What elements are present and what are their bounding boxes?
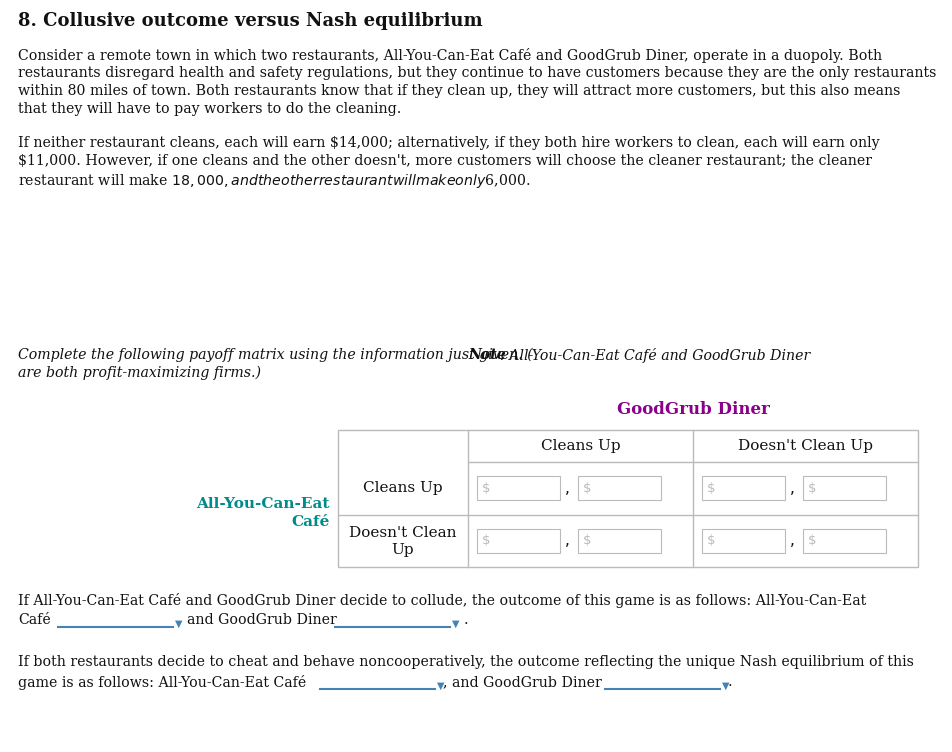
Text: GoodGrub Diner: GoodGrub Diner	[617, 401, 769, 418]
Text: ,: ,	[565, 533, 569, 548]
Bar	[803, 529, 886, 553]
Text: , and GoodGrub Diner: , and GoodGrub Diner	[443, 675, 602, 689]
Text: Cleans Up: Cleans Up	[363, 481, 443, 496]
Bar	[477, 476, 560, 500]
Bar	[702, 529, 785, 553]
Text: Note: Note	[468, 348, 506, 362]
Text: 8. Collusive outcome versus Nash equilibrium: 8. Collusive outcome versus Nash equilib…	[18, 12, 483, 30]
Text: If both restaurants decide to cheat and behave noncooperatively, the outcome ref: If both restaurants decide to cheat and …	[18, 655, 914, 669]
Bar	[702, 476, 785, 500]
Text: Complete the following payoff matrix using the information just given. (: Complete the following payoff matrix usi…	[18, 348, 533, 362]
Text: Café: Café	[291, 516, 330, 529]
Bar	[338, 430, 918, 567]
Text: and GoodGrub Diner: and GoodGrub Diner	[187, 613, 337, 627]
Text: Doesn't Clean Up: Doesn't Clean Up	[738, 439, 873, 453]
Text: $: $	[707, 482, 716, 495]
Text: Up: Up	[391, 543, 414, 556]
Text: $: $	[583, 534, 591, 547]
Text: $: $	[808, 534, 816, 547]
Text: ▼: ▼	[437, 681, 445, 691]
Text: $: $	[808, 482, 816, 495]
Text: $: $	[482, 534, 490, 547]
Text: are both profit-maximizing firms.): are both profit-maximizing firms.)	[18, 366, 261, 381]
Text: Doesn't Clean: Doesn't Clean	[349, 526, 457, 540]
Text: Café: Café	[18, 613, 50, 627]
Text: .: .	[464, 613, 468, 627]
Text: ,: ,	[789, 533, 794, 548]
Text: within 80 miles of town. Both restaurants know that if they clean up, they will : within 80 miles of town. Both restaurant…	[18, 84, 901, 98]
Text: $: $	[583, 482, 591, 495]
Text: $: $	[707, 534, 716, 547]
Text: game is as follows: All-You-Can-Eat Café: game is as follows: All-You-Can-Eat Café	[18, 675, 307, 690]
Bar	[578, 529, 661, 553]
Text: If neither restaurant cleans, each will earn $14,000; alternatively, if they bot: If neither restaurant cleans, each will …	[18, 136, 880, 150]
Text: ▼: ▼	[175, 619, 183, 629]
Text: $11,000. However, if one cleans and the other doesn't, more customers will choos: $11,000. However, if one cleans and the …	[18, 154, 872, 168]
Text: Consider a remote town in which two restaurants, All-You-Can-Eat Café and GoodGr: Consider a remote town in which two rest…	[18, 48, 883, 63]
Text: ,: ,	[789, 481, 794, 496]
Text: that they will have to pay workers to do the cleaning.: that they will have to pay workers to do…	[18, 102, 402, 116]
Text: ,: ,	[565, 481, 569, 496]
Text: .: .	[728, 675, 733, 689]
Bar	[578, 476, 661, 500]
Text: All-You-Can-Eat: All-You-Can-Eat	[197, 498, 330, 511]
Text: restaurants disregard health and safety regulations, but they continue to have c: restaurants disregard health and safety …	[18, 66, 937, 80]
Text: : All-You-Can-Eat Café and GoodGrub Diner: : All-You-Can-Eat Café and GoodGrub Dine…	[500, 348, 810, 363]
Text: ▼: ▼	[452, 619, 460, 629]
Text: Cleans Up: Cleans Up	[541, 439, 621, 453]
Text: restaurant will make $18,000, and the other restaurant will make only $6,000.: restaurant will make $18,000, and the ot…	[18, 172, 530, 190]
Text: $: $	[482, 482, 490, 495]
Bar	[477, 529, 560, 553]
Text: If All-You-Can-Eat Café and GoodGrub Diner decide to collude, the outcome of thi: If All-You-Can-Eat Café and GoodGrub Din…	[18, 593, 866, 608]
Text: ▼: ▼	[722, 681, 729, 691]
Bar	[803, 476, 886, 500]
